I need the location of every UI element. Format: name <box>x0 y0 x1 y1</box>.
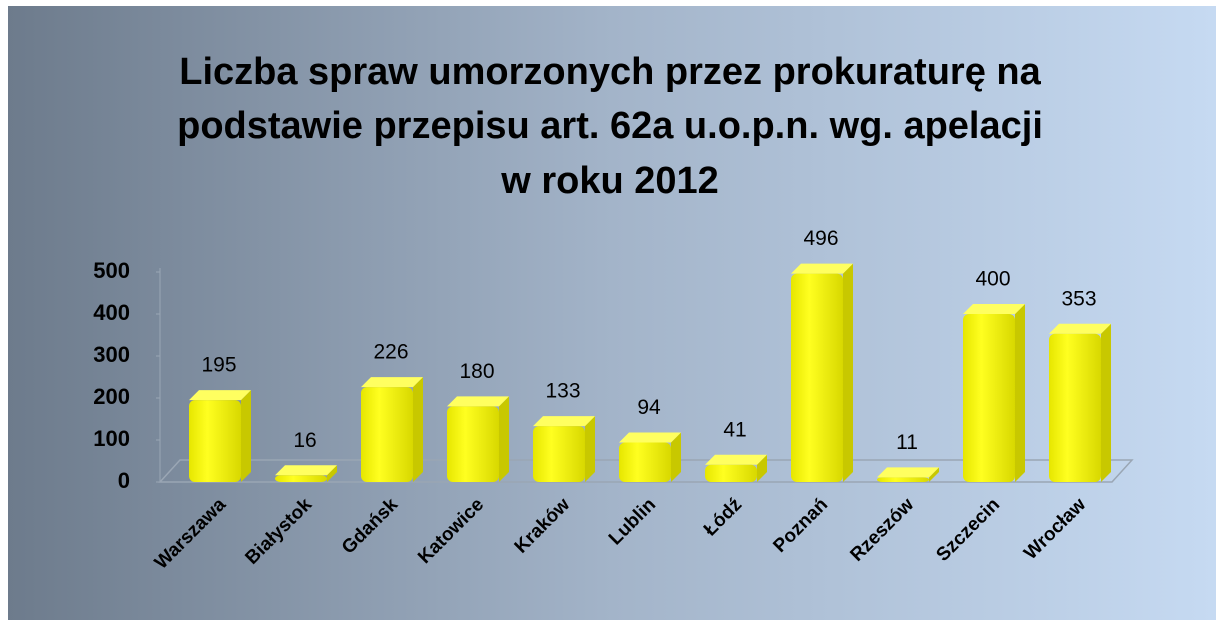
bar-side <box>1015 304 1025 482</box>
floor <box>158 459 1134 483</box>
bar-top <box>361 377 423 388</box>
bar-side <box>585 416 595 482</box>
bar-side <box>327 465 337 482</box>
bar-side <box>929 467 939 482</box>
y-tick-label: 500 <box>93 258 130 283</box>
bar <box>877 477 929 482</box>
bar-top <box>963 304 1025 314</box>
value-label: 133 <box>545 380 580 403</box>
bar-side <box>499 396 509 482</box>
bar-top <box>447 396 509 407</box>
bar-side <box>757 454 767 482</box>
bar-top <box>275 465 337 476</box>
bar <box>361 387 413 482</box>
bar-top <box>189 390 251 401</box>
y-tick-label: 0 <box>118 468 130 493</box>
value-label: 11 <box>896 431 918 454</box>
y-tick-label: 200 <box>93 384 130 409</box>
bar-side <box>241 390 251 482</box>
y-tick-label: 100 <box>93 426 130 451</box>
bar-top <box>877 467 939 478</box>
bar <box>963 314 1015 482</box>
value-label: 353 <box>1061 287 1096 310</box>
chart-title: podstawie przepisu art. 62a u.o.p.n. wg.… <box>177 105 1043 147</box>
value-label: 41 <box>723 418 746 441</box>
bar-top <box>1049 323 1111 334</box>
value-label: 195 <box>201 354 236 377</box>
bar <box>1049 333 1101 482</box>
value-label: 226 <box>373 341 408 364</box>
value-label: 16 <box>293 429 316 452</box>
bar-side <box>843 263 853 482</box>
value-label: 496 <box>803 227 838 250</box>
value-label: 94 <box>637 396 661 419</box>
chart-title: Liczba spraw umorzonych przez prokuratur… <box>179 51 1041 93</box>
bar-top <box>791 263 853 274</box>
y-tick-label: 400 <box>93 300 130 325</box>
value-label: 400 <box>975 268 1010 291</box>
bar <box>791 273 843 482</box>
bar-top <box>705 454 767 465</box>
bar-top <box>533 416 595 427</box>
bar <box>189 400 241 482</box>
value-label: 180 <box>459 360 494 383</box>
chart-title: w roku 2012 <box>500 160 719 202</box>
bar <box>705 464 757 482</box>
bar <box>275 475 327 482</box>
bar-side <box>413 377 423 482</box>
y-tick-label: 300 <box>93 342 130 367</box>
bar-top <box>619 432 681 443</box>
bar <box>533 426 585 482</box>
bar-side <box>1101 323 1111 482</box>
bar-side <box>671 432 681 482</box>
bar <box>447 406 499 482</box>
bar <box>619 442 671 482</box>
